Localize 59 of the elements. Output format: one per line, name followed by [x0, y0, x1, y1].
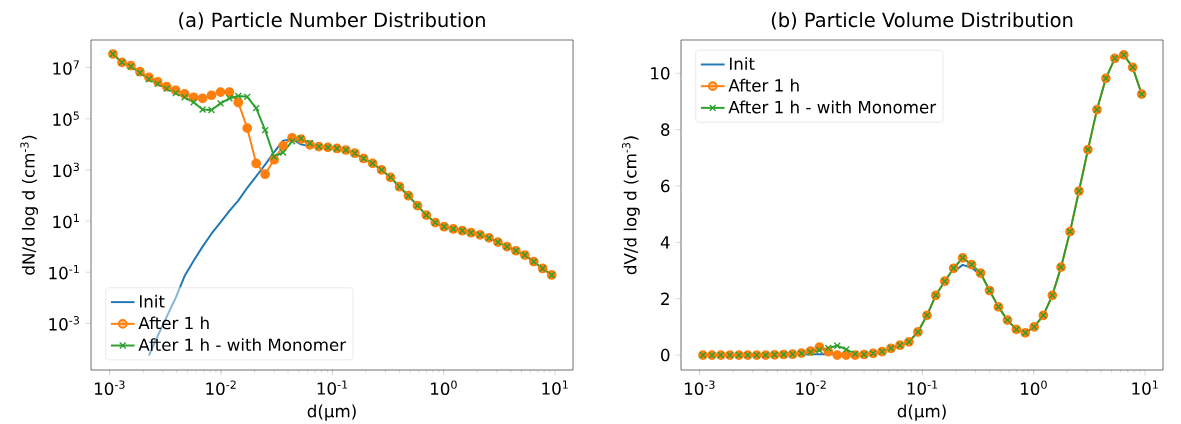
- y-tick-label: 6: [661, 179, 670, 193]
- legend-label: After 1 h: [728, 78, 799, 92]
- y-tick-label: 8: [661, 123, 670, 136]
- point: [832, 350, 843, 360]
- x-axis-title: d(μm): [307, 404, 356, 421]
- point: [270, 153, 278, 161]
- chart-title: (b) Particle Volume Distribution: [771, 12, 1073, 30]
- point: [215, 87, 226, 97]
- point: [842, 345, 850, 354]
- point: [224, 87, 235, 97]
- x-tick-label: 10$^{-2}$: [796, 380, 826, 395]
- point: [180, 93, 189, 101]
- point: [172, 89, 180, 97]
- y-tick-label: 10$^{5}$: [53, 111, 79, 126]
- point: [225, 94, 234, 102]
- point: [251, 158, 262, 169]
- y-tick-label: 0: [661, 348, 670, 362]
- point: [154, 80, 162, 88]
- x-axis-title: d(μm): [897, 404, 946, 421]
- y-tick-label: 10$^{-3}$: [49, 316, 79, 331]
- x-tick-label: 10$^{-1}$: [317, 380, 348, 395]
- point: [815, 346, 824, 354]
- point: [261, 126, 269, 134]
- point: [279, 148, 287, 157]
- point: [278, 141, 288, 151]
- y-tick-label: 2: [661, 292, 669, 305]
- chart-title: (a) Particle Number Distribution: [179, 12, 485, 30]
- y-tick-label: 10$^{-1}$: [49, 265, 79, 280]
- y-axis-title: dV/d log d (cm$^{-3}$): [622, 136, 640, 275]
- point: [233, 97, 244, 108]
- x-tick-label: 10$^{-1}$: [907, 380, 938, 395]
- point: [833, 342, 841, 350]
- point: [252, 104, 260, 112]
- point: [197, 93, 208, 104]
- point: [288, 137, 296, 146]
- y-tick-label: 10$^{7}$: [53, 60, 79, 75]
- legend-label: Init: [139, 294, 165, 308]
- point: [190, 98, 198, 106]
- legend-label: After 1 h: [138, 316, 209, 330]
- legend-label: After 1 h - with Monomer: [728, 100, 937, 114]
- y-tick-label: 4: [660, 236, 670, 249]
- y-tick-label: 10$^{1}$: [53, 213, 79, 229]
- x-tick-label: 10$^{0}$: [431, 380, 457, 395]
- point: [206, 90, 217, 101]
- y-tick-label: 10: [651, 66, 670, 80]
- legend-label: After 1 h - with Monomer: [138, 338, 347, 352]
- x-tick-label: 10$^{-2}$: [206, 380, 236, 395]
- point: [260, 169, 270, 180]
- x-tick-label: 10$^{1}$: [1132, 380, 1158, 395]
- point: [242, 123, 253, 133]
- x-tick-label: 10$^{-3}$: [94, 380, 125, 395]
- y-axis-title: dN/d log d (cm$^{-3}$): [20, 135, 39, 275]
- legend-label: Init: [729, 57, 755, 70]
- x-tick-label: 10$^{0}$: [1021, 380, 1047, 395]
- point: [216, 99, 225, 107]
- x-tick-label: 10$^{1}$: [542, 380, 568, 395]
- y-tick-label: 10$^{3}$: [53, 162, 79, 178]
- x-tick-label: 10$^{-3}$: [685, 380, 715, 395]
- point: [824, 344, 832, 352]
